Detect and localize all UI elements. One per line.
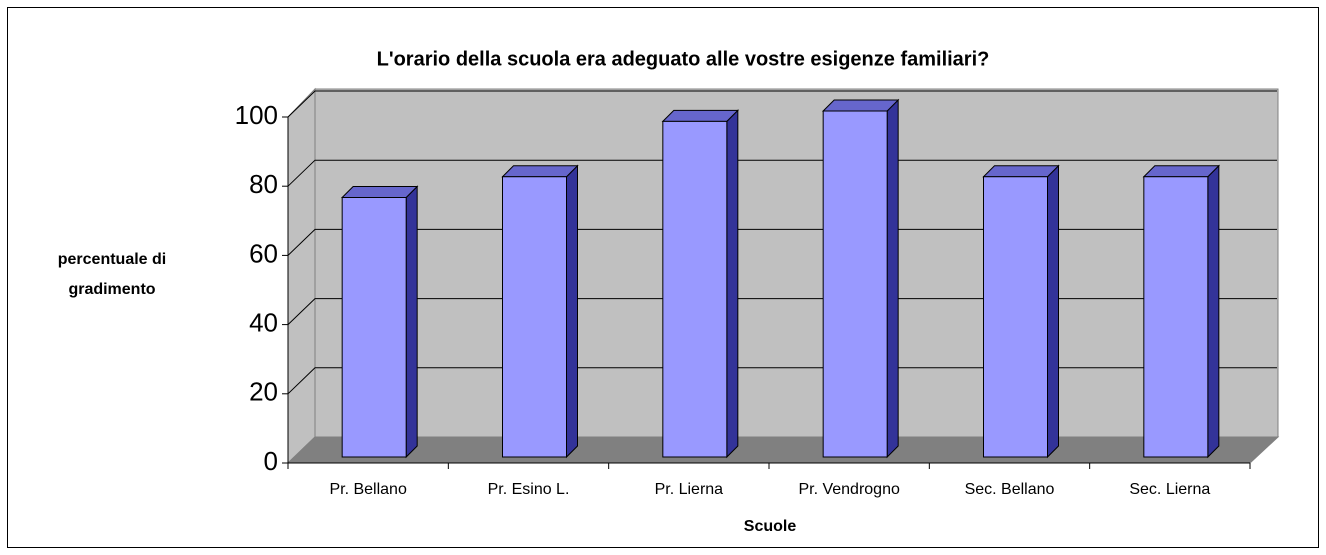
- bar: [661, 109, 740, 459]
- bar-front: [502, 176, 567, 458]
- back-wall: [314, 88, 1279, 438]
- bar-side: [1047, 164, 1059, 459]
- bar-top: [821, 99, 900, 112]
- bar-side: [726, 109, 739, 459]
- bar-top: [661, 109, 740, 122]
- bar: [982, 164, 1060, 459]
- x-tick-label: Pr. Vendrogno: [798, 481, 900, 498]
- bar-front: [341, 197, 407, 458]
- y-tick-label: 20: [249, 377, 278, 407]
- floor: [286, 436, 1280, 464]
- bars: [340, 98, 1221, 459]
- side-wall: [287, 87, 316, 465]
- x-tick-label: Pr. Bellano: [329, 481, 406, 498]
- bar-side: [1207, 164, 1220, 459]
- bar-front: [822, 110, 888, 458]
- y-tick-label: 0: [264, 446, 278, 476]
- grid: [287, 90, 1277, 395]
- bar: [1142, 164, 1221, 459]
- bar-front: [983, 176, 1048, 458]
- bar-front: [1143, 176, 1209, 458]
- bar: [501, 164, 579, 459]
- bar-top: [501, 165, 579, 178]
- x-tick-label: Sec. Bellano: [965, 481, 1055, 498]
- y-tick-label: 80: [249, 169, 278, 199]
- grid-line: [287, 90, 1277, 118]
- y-tick-label: 100: [235, 100, 278, 130]
- grid-line: [287, 298, 1277, 325]
- x-tick-label: Pr. Lierna: [655, 481, 724, 498]
- bar: [821, 98, 900, 459]
- bar-top: [340, 186, 419, 198]
- y-axis-title: percentuale di: [58, 251, 166, 268]
- bar-top: [1142, 165, 1221, 178]
- grid-line: [287, 228, 1277, 256]
- bar-side: [566, 164, 578, 459]
- bar-side: [886, 98, 899, 459]
- chart-title: L'orario della scuola era adeguato alle …: [377, 48, 990, 70]
- bar-top: [982, 165, 1060, 178]
- x-axis-title: Scuole: [744, 518, 797, 535]
- bar-front: [662, 120, 728, 458]
- bar-side: [405, 185, 418, 459]
- x-tick-label: Sec. Lierna: [1129, 481, 1210, 498]
- y-tick-label: 40: [249, 307, 278, 337]
- bar: [340, 185, 419, 459]
- grid-line: [287, 159, 1277, 187]
- y-tick-label: 60: [249, 238, 278, 268]
- x-tick-label: Pr. Esino L.: [488, 481, 570, 498]
- grid-line: [287, 367, 1277, 395]
- y-axis-title: gradimento: [68, 281, 155, 298]
